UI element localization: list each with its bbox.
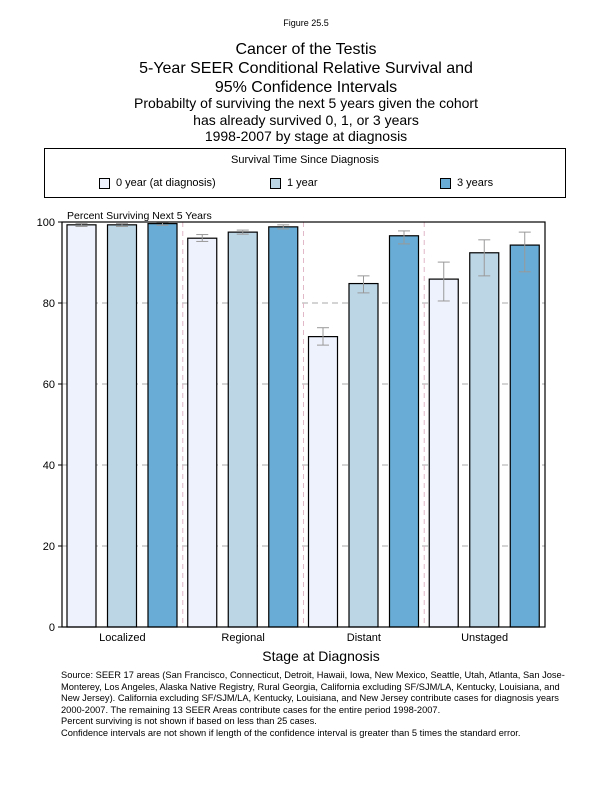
legend-swatch: [270, 177, 281, 189]
legend-item-1-year: 1 year: [270, 177, 318, 189]
legend-item-3-years: 3 years: [440, 177, 493, 189]
title-line: Cancer of the Testis: [235, 41, 377, 58]
legend-label: 1 year: [287, 177, 318, 189]
subtitle-line: has already survived 0, 1, or 3 years: [193, 111, 419, 128]
x-axis-label: Stage at Diagnosis: [262, 648, 380, 664]
bar: [307, 336, 339, 628]
y-tick-label: 100: [37, 217, 55, 229]
x-tick-label: Regional: [221, 632, 264, 644]
legend-item-0-year: 0 year (at diagnosis): [99, 177, 216, 189]
y-tick-label: 40: [43, 460, 55, 472]
footnote: Percent surviving is not shown if based …: [61, 716, 317, 726]
legend-label: 0 year (at diagnosis): [116, 177, 216, 189]
y-axis-label: Percent Surviving Next 5 Years: [67, 210, 212, 222]
bar: [428, 278, 459, 628]
title-line: 95% Confidence Intervals: [214, 79, 398, 96]
bar: [187, 237, 218, 628]
y-tick-label: 0: [49, 622, 55, 634]
footnote: Confidence intervals are not shown if le…: [61, 727, 521, 738]
subtitle-line: Probabilty of surviving the next 5 years…: [134, 95, 478, 111]
bar-chart: Percent Surviving Next 5 Years Stage at …: [37, 210, 546, 664]
bar: [268, 226, 299, 628]
y-tick-label: 80: [43, 298, 55, 310]
legend-title: Survival Time Since Diagnosis: [231, 154, 379, 166]
x-tick-label: Localized: [99, 632, 145, 644]
chart-subtitle: Probabilty of surviving the next 5 years…: [0, 95, 612, 145]
bar: [469, 252, 500, 628]
bar: [509, 244, 540, 628]
bar: [388, 235, 420, 628]
footnotes: Source: SEER 17 areas (San Francisco, Co…: [61, 670, 571, 739]
title-line: 5-Year SEER Conditional Relative Surviva…: [139, 60, 473, 77]
bar: [147, 223, 178, 628]
x-tick-label: Distant: [347, 632, 381, 644]
bar: [227, 231, 258, 628]
chart-title: Cancer of the Testis 5-Year SEER Conditi…: [0, 40, 612, 97]
bar: [106, 224, 138, 628]
legend-swatch: [99, 177, 110, 189]
legend: Survival Time Since Diagnosis 0 year (at…: [44, 148, 566, 198]
legend-swatch: [440, 177, 451, 189]
bar: [348, 282, 379, 628]
bar: [66, 224, 97, 628]
y-tick-label: 20: [43, 541, 55, 553]
y-tick-label: 60: [43, 379, 55, 391]
subtitle-line: 1998-2007 by stage at diagnosis: [204, 128, 408, 144]
legend-label: 3 years: [457, 177, 494, 189]
footnote-source: Source: SEER 17 areas (San Francisco, Co…: [61, 670, 565, 715]
plot-frame: [61, 221, 546, 628]
figure-label: Figure 25.5: [283, 18, 329, 28]
x-tick-label: Unstaged: [461, 632, 508, 644]
